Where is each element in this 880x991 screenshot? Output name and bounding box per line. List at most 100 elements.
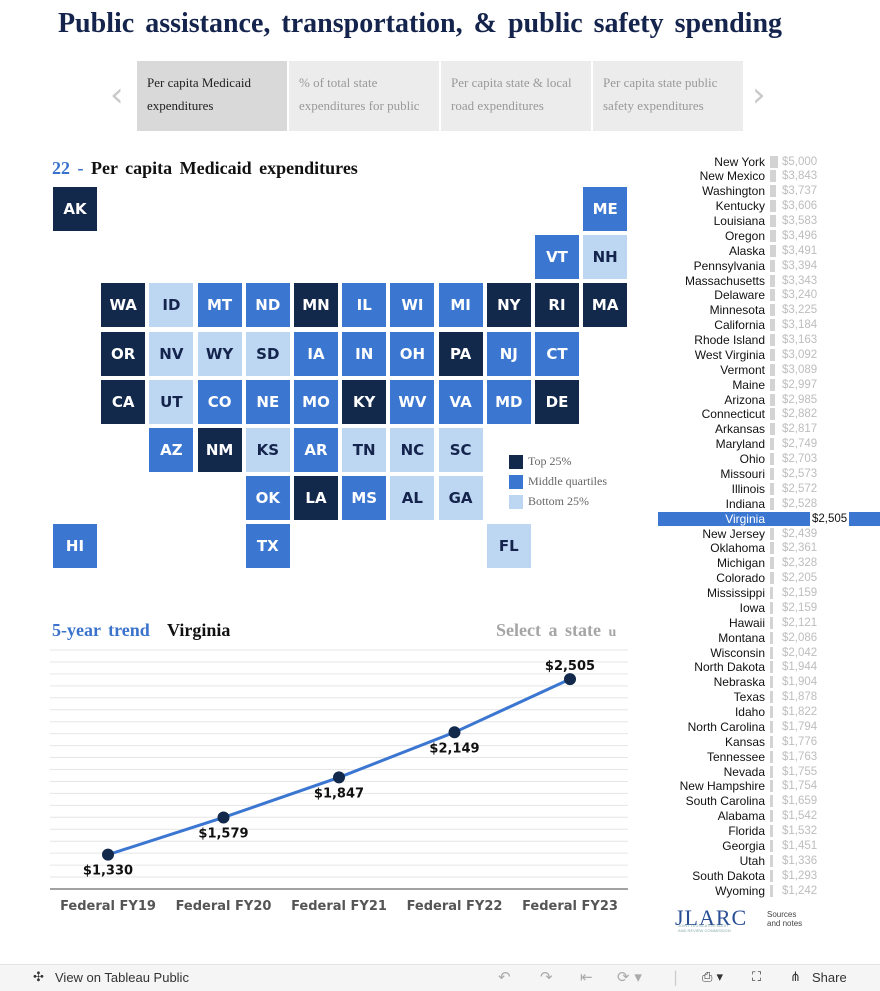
ranking-row[interactable]: Louisiana $3,583 [658, 214, 880, 228]
tile-oh[interactable]: OH [390, 331, 435, 376]
tab-public-welfare[interactable]: % of total state expenditures for public [289, 61, 439, 131]
tab-medicaid[interactable]: Per capita Medicaid expenditures [137, 61, 287, 131]
ranking-row[interactable]: Rhode Island $3,163 [658, 333, 880, 347]
tabs-next-icon[interactable]: › [752, 75, 766, 115]
tile-nc[interactable]: NC [390, 428, 435, 472]
ranking-row[interactable]: Delaware $3,240 [658, 288, 880, 302]
ranking-row[interactable]: Wyoming $1,242 [658, 884, 880, 898]
tile-nv[interactable]: NV [149, 331, 194, 376]
ranking-row[interactable]: Wisconsin $2,042 [658, 646, 880, 660]
tile-ky[interactable]: KY [342, 379, 387, 424]
trend-point[interactable] [564, 673, 576, 686]
ranking-row[interactable]: Kentucky $3,606 [658, 199, 880, 213]
tile-wv[interactable]: WV [390, 379, 435, 424]
tile-nd[interactable]: ND [245, 283, 290, 328]
sources-and-notes-link[interactable]: Sources and notes [767, 910, 802, 928]
tile-md[interactable]: MD [486, 379, 531, 424]
ranking-row[interactable]: Georgia $1,451 [658, 839, 880, 853]
ranking-row[interactable]: Utah $1,336 [658, 854, 880, 868]
tile-ri[interactable]: RI [535, 283, 579, 328]
tile-nm[interactable]: NM [197, 428, 242, 472]
ranking-row[interactable]: Missouri $2,573 [658, 467, 880, 481]
tile-in[interactable]: IN [342, 331, 387, 376]
ranking-row[interactable]: Arkansas $2,817 [658, 422, 880, 436]
ranking-row[interactable]: Oregon $3,496 [658, 229, 880, 243]
ranking-row[interactable]: New Jersey $2,439 [658, 527, 880, 541]
ranking-row[interactable]: North Carolina $1,794 [658, 720, 880, 734]
trend-point[interactable] [217, 811, 230, 824]
tile-ks[interactable]: KS [245, 428, 290, 472]
ranking-row[interactable]: Nevada $1,755 [658, 765, 880, 779]
ranking-row[interactable]: Virginia $2,505 [658, 511, 880, 526]
share-icon[interactable]: ⋔ [790, 970, 801, 985]
tile-ar[interactable]: AR [294, 428, 338, 472]
tab-public-safety[interactable]: Per capita state public safety expenditu… [593, 61, 743, 131]
ranking-row[interactable]: New Hampshire $1,754 [658, 779, 880, 793]
ranking-row[interactable]: Oklahoma $2,361 [658, 541, 880, 555]
ranking-row[interactable]: Alabama $1,542 [658, 809, 880, 823]
select-state-dropdown[interactable]: Select a state u [496, 620, 616, 641]
ranking-row[interactable]: New Mexico $3,843 [658, 169, 880, 183]
ranking-row[interactable]: Washington $3,737 [658, 184, 880, 198]
tile-hi[interactable]: HI [53, 524, 97, 569]
ranking-row[interactable]: Hawaii $2,121 [658, 616, 880, 630]
fullscreen-icon[interactable]: ⛶ [752, 970, 762, 985]
ranking-row[interactable]: Tennessee $1,763 [658, 750, 880, 764]
redo-icon[interactable]: ↷ [540, 968, 553, 986]
tile-ms[interactable]: MS [342, 476, 387, 521]
refresh-icon[interactable]: ⟳ ▾ [617, 968, 642, 986]
tile-ca[interactable]: CA [101, 379, 146, 424]
ranking-row[interactable]: Pennsylvania $3,394 [658, 259, 880, 273]
tile-ma[interactable]: MA [583, 283, 628, 328]
ranking-row[interactable]: Michigan $2,328 [658, 556, 880, 570]
tile-ga[interactable]: GA [438, 476, 483, 521]
ranking-row[interactable]: Kansas $1,776 [658, 735, 880, 749]
tile-va[interactable]: VA [438, 379, 483, 424]
ranking-row[interactable]: Arizona $2,985 [658, 393, 880, 407]
ranking-row[interactable]: Mississippi $2,159 [658, 586, 880, 600]
ranking-row[interactable]: Colorado $2,205 [658, 571, 880, 585]
ranking-row[interactable]: North Dakota $1,944 [658, 660, 880, 674]
tile-al[interactable]: AL [390, 476, 435, 521]
ranking-row[interactable]: Florida $1,532 [658, 824, 880, 838]
tile-tn[interactable]: TN [342, 428, 387, 472]
tile-nh[interactable]: NH [583, 235, 628, 280]
share-button[interactable]: Share [812, 970, 847, 985]
ranking-row[interactable]: Indiana $2,528 [658, 497, 880, 511]
ranking-row[interactable]: Massachusetts $3,343 [658, 274, 880, 288]
ranking-row[interactable]: Connecticut $2,882 [658, 407, 880, 421]
ranking-row[interactable]: Alaska $3,491 [658, 244, 880, 258]
ranking-row[interactable]: West Virginia $3,092 [658, 348, 880, 362]
ranking-row[interactable]: South Dakota $1,293 [658, 869, 880, 883]
tile-tx[interactable]: TX [245, 524, 290, 569]
tab-road-expenditures[interactable]: Per capita state & local road expenditur… [441, 61, 591, 131]
tile-or[interactable]: OR [101, 331, 146, 376]
tile-il[interactable]: IL [342, 283, 387, 328]
ranking-row[interactable]: Maryland $2,749 [658, 437, 880, 451]
tile-mn[interactable]: MN [294, 283, 338, 328]
tile-co[interactable]: CO [197, 379, 242, 424]
tile-wi[interactable]: WI [390, 283, 435, 328]
tile-sd[interactable]: SD [245, 331, 290, 376]
ranking-row[interactable]: New York $5,000 [658, 155, 880, 169]
ranking-row[interactable]: Minnesota $3,225 [658, 303, 880, 317]
revert-icon[interactable]: ⇤ [580, 968, 593, 986]
tile-la[interactable]: LA [294, 476, 338, 521]
tile-nj[interactable]: NJ [486, 331, 531, 376]
tile-id[interactable]: ID [149, 283, 194, 328]
ranking-row[interactable]: Montana $2,086 [658, 631, 880, 645]
trend-point[interactable] [102, 848, 114, 861]
ranking-row[interactable]: Idaho $1,822 [658, 705, 880, 719]
tile-wy[interactable]: WY [197, 331, 242, 376]
tile-mi[interactable]: MI [438, 283, 483, 328]
tile-ut[interactable]: UT [149, 379, 194, 424]
trend-point[interactable] [448, 726, 461, 739]
tile-ok[interactable]: OK [245, 476, 290, 521]
tile-sc[interactable]: SC [438, 428, 483, 472]
download-icon[interactable]: ⎙ ▾ [702, 970, 724, 985]
ranking-row[interactable]: Nebraska $1,904 [658, 675, 880, 689]
ranking-row[interactable]: California $3,184 [658, 318, 880, 332]
tabs-prev-icon[interactable]: ‹ [110, 75, 124, 115]
tile-me[interactable]: ME [583, 187, 628, 231]
tile-mt[interactable]: MT [197, 283, 242, 328]
